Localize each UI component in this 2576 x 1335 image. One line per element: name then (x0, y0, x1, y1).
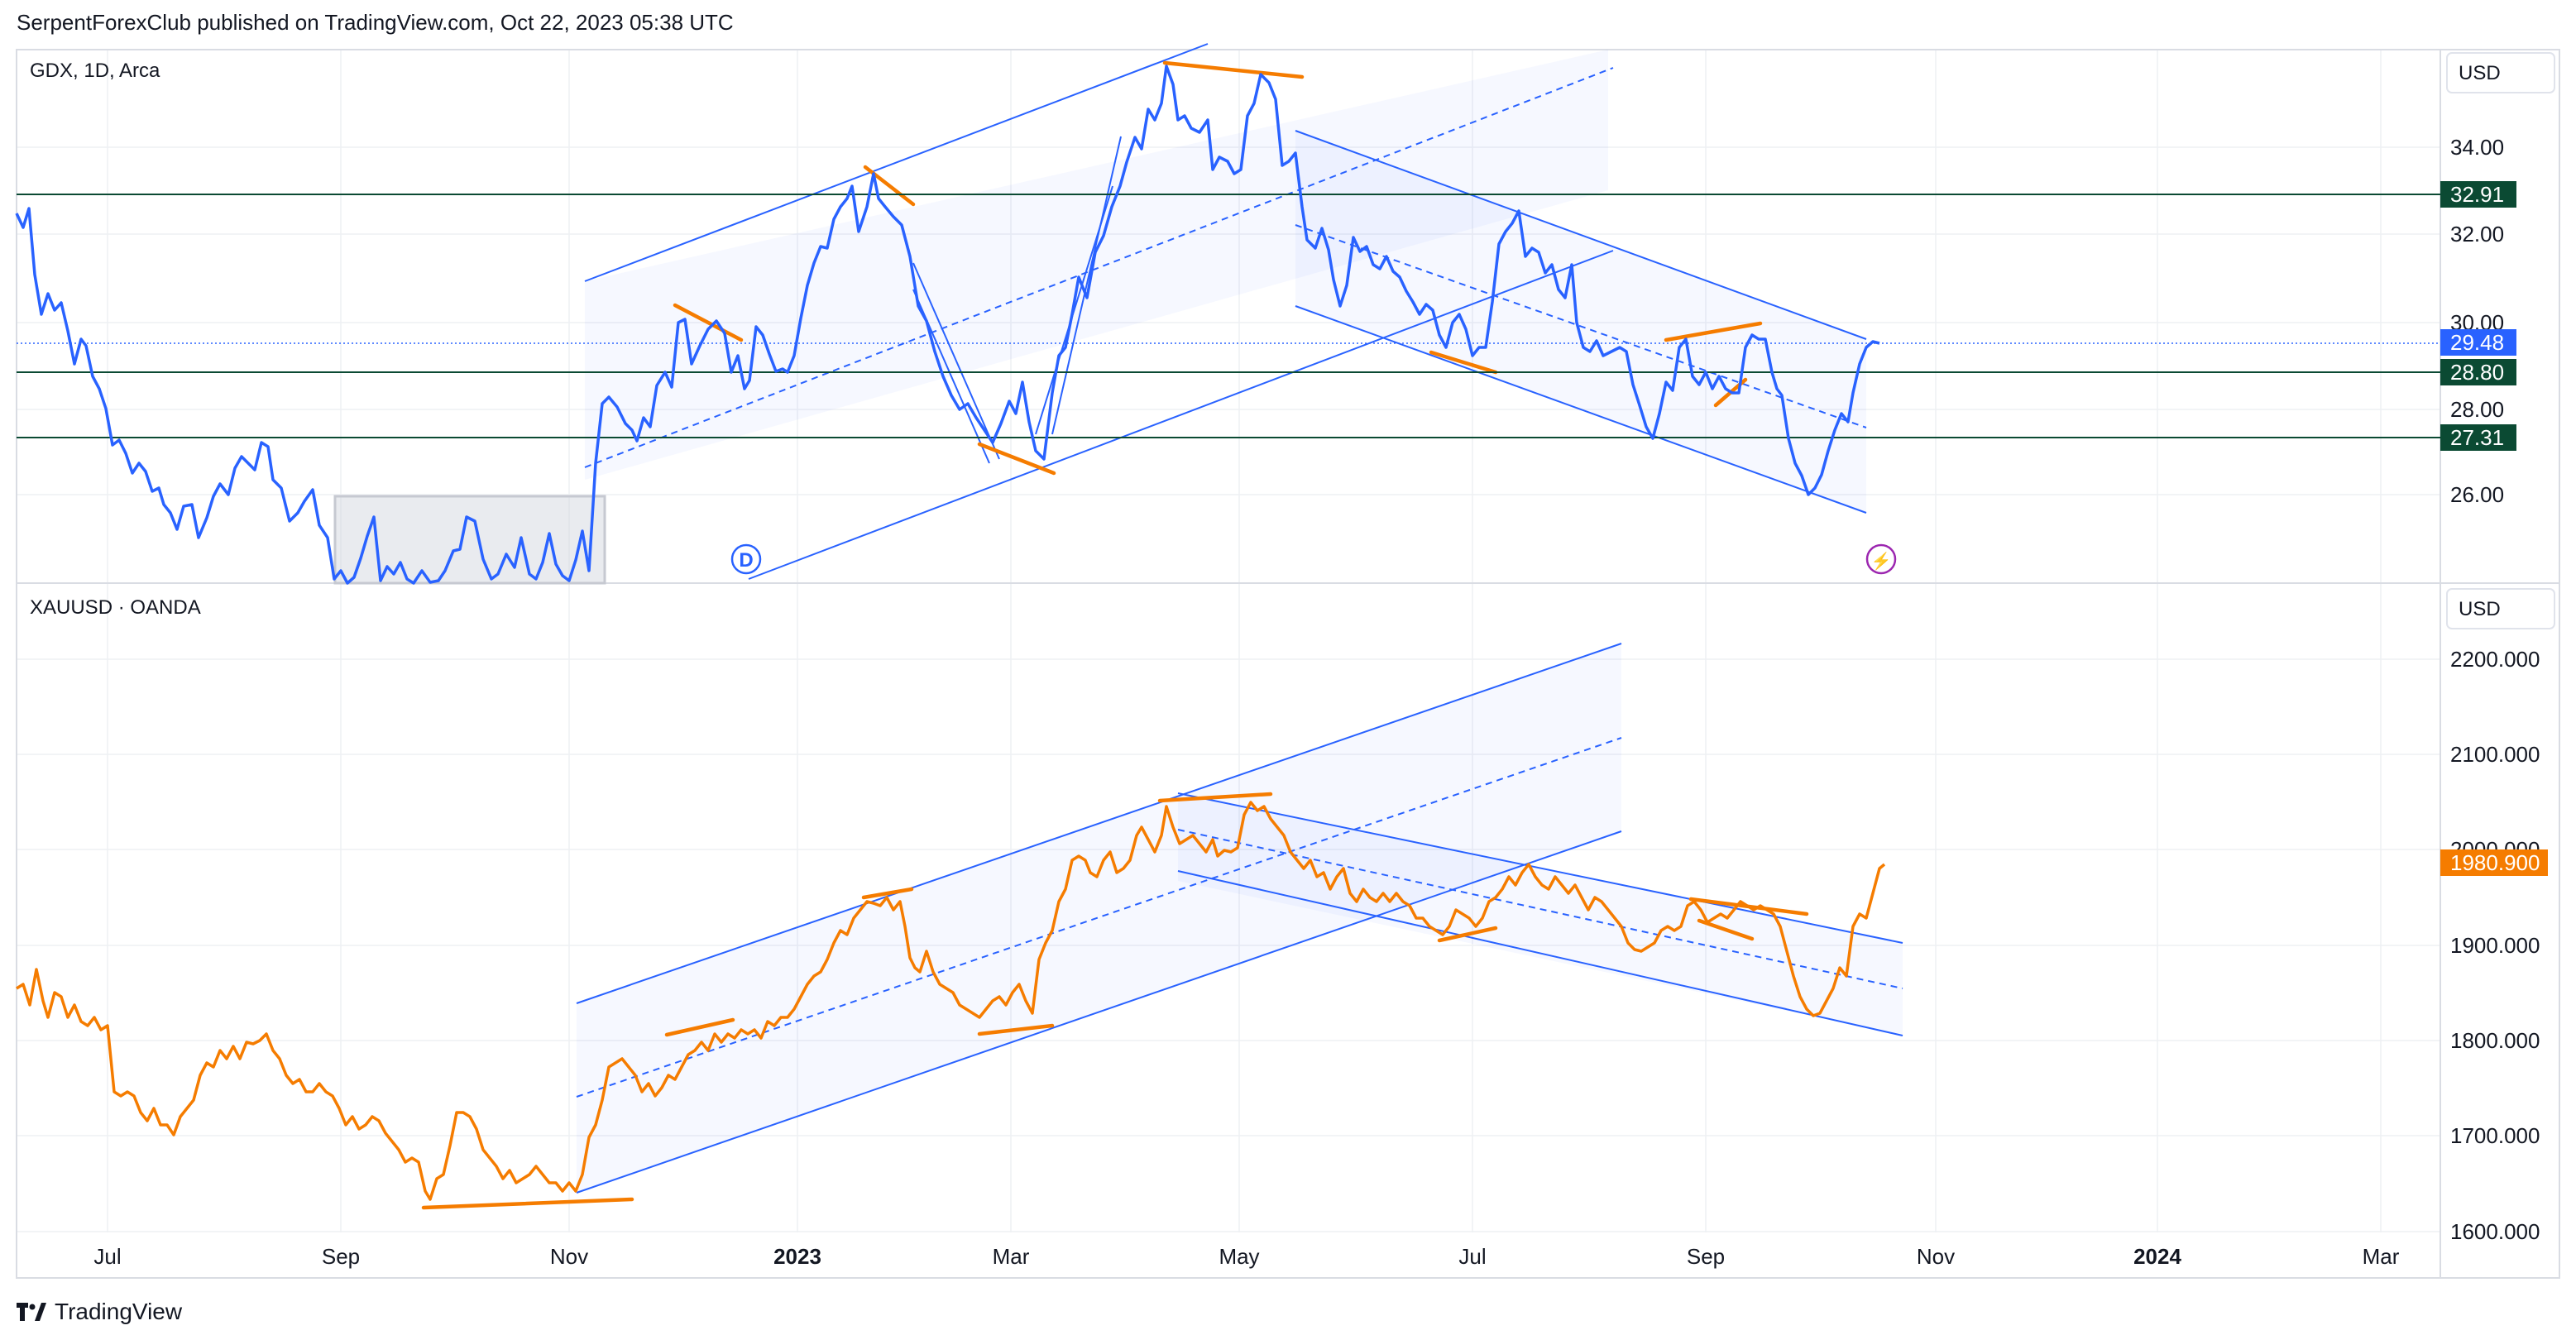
gdx-wedge-line-1 (912, 262, 1000, 460)
flash-event-icon: ⚡ (1871, 551, 1892, 571)
time-tick: Mar (993, 1244, 1030, 1269)
gdx-price-line (15, 65, 1880, 585)
gold-last-price-tag: 1980.900 (2440, 849, 2548, 876)
gold-y-tick: 1700.000 (2450, 1123, 2540, 1148)
publisher-header: SerpentForexClub published on TradingVie… (17, 10, 734, 35)
gold-mid-channel-line (576, 737, 1622, 1098)
level-tag: 32.91 (2450, 182, 2504, 207)
gold-currency-label: USD (2459, 598, 2501, 620)
gold-y-tick: 2100.000 (2450, 742, 2540, 767)
tradingview-brand-name: TradingView (55, 1299, 183, 1324)
pane-frames (16, 49, 2560, 1279)
gdx-down-lower-line (1295, 305, 1867, 514)
time-axis[interactable]: Jul Sep Nov 2023 Mar May Jul Sep Nov 202… (93, 1244, 2399, 1269)
gdx-upper-channel-line (584, 43, 1209, 282)
gold-price-axis[interactable]: 2200.000 2100.000 2000.000 1900.000 1800… (2450, 647, 2540, 1244)
gold-y-tick: 2200.000 (2450, 647, 2540, 672)
tradingview-logo-icon (17, 1303, 46, 1321)
gold-currency-button[interactable]: USD (2446, 588, 2555, 629)
gdx-channel-fills (333, 50, 1866, 585)
time-tick: Jul (1458, 1244, 1486, 1269)
time-tick: May (1219, 1244, 1259, 1269)
gold-price-line (16, 801, 1886, 1201)
gdx-down-upper-line (1295, 130, 1867, 340)
gold-down-lower-line (1177, 870, 1903, 1036)
time-tick: Nov (550, 1244, 588, 1269)
level-tag: 28.80 (2450, 360, 2504, 385)
last-price-tag: 29.48 (2450, 330, 2504, 355)
tradingview-brand[interactable]: TradingView (17, 1299, 182, 1325)
gdx-currency-label: USD (2459, 62, 2501, 84)
dividend-event-label: D (739, 549, 753, 572)
gdx-level-tags: 32.91 29.48 28.80 27.31 (2440, 181, 2516, 451)
gdx-lower-channel-line (748, 250, 1614, 580)
gdx-y-tick: 32.00 (2450, 222, 2504, 246)
gdx-currency-button[interactable]: USD (2446, 52, 2555, 93)
gold-y-tick: 1600.000 (2450, 1219, 2540, 1244)
gdx-y-tick: 34.00 (2450, 135, 2504, 160)
gdx-y-tick: 28.00 (2450, 397, 2504, 422)
gdx-levels (17, 194, 2440, 438)
gold-down-upper-line (1177, 792, 1903, 944)
time-tick: Mar (2363, 1244, 2400, 1269)
gdx-down-mid-line (1295, 224, 1867, 428)
gold-y-tick: 1900.000 (2450, 933, 2540, 958)
time-tick: Jul (93, 1244, 121, 1269)
gold-down-mid-line (1177, 829, 1903, 989)
gdx-channels (584, 43, 1867, 580)
gold-lower-channel-line (576, 830, 1622, 1194)
gold-symbol-label[interactable]: XAUUSD · OANDA (30, 596, 201, 619)
gold-y-tick: 1800.000 (2450, 1028, 2540, 1053)
gdx-mid-channel-line (584, 67, 1614, 468)
time-tick: Sep (1687, 1244, 1725, 1269)
gold-channel-fills (577, 644, 1903, 1193)
gold-last-price: 1980.900 (2450, 850, 2540, 875)
time-tick-year: 2024 (2133, 1244, 2181, 1269)
gdx-symbol-label[interactable]: GDX, 1D, Arca (30, 60, 160, 82)
time-tick: Sep (322, 1244, 360, 1269)
gdx-rise-line-1 (1051, 136, 1122, 435)
grid (17, 50, 2440, 1232)
gold-upper-channel-line (576, 643, 1622, 1004)
gdx-y-tick: 26.00 (2450, 482, 2504, 507)
dividend-event-marker[interactable]: D (730, 543, 762, 575)
gold-channels (576, 643, 1903, 1194)
time-tick: Nov (1917, 1244, 1955, 1269)
level-tag: 27.31 (2450, 425, 2504, 450)
flash-event-marker[interactable]: ⚡ (1865, 543, 1897, 575)
time-tick-year: 2023 (773, 1244, 821, 1269)
